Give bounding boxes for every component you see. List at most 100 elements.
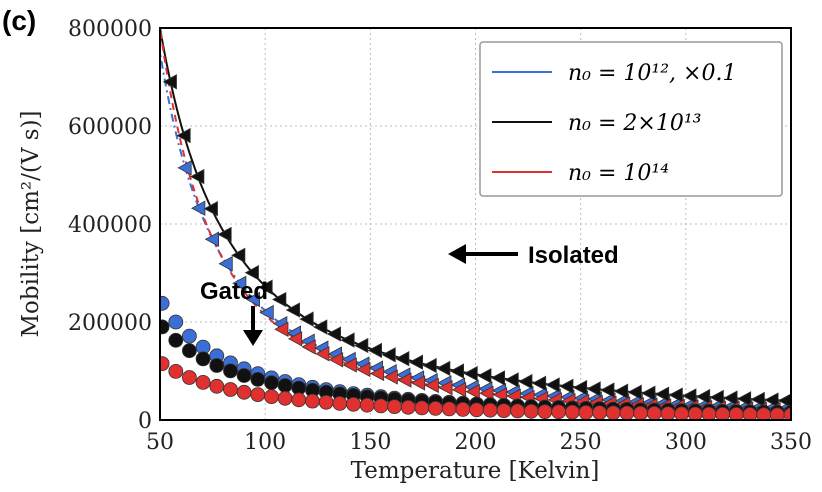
gated-point <box>359 397 375 413</box>
isolated-point <box>449 363 465 379</box>
isolated-point <box>695 388 711 405</box>
isolated-point <box>315 346 330 362</box>
isolated-point <box>504 372 519 388</box>
gated-point <box>400 399 416 415</box>
isolated-point <box>668 387 683 403</box>
gated-arrow-head <box>243 330 263 346</box>
isolated-point <box>354 337 369 354</box>
gated-point <box>209 378 225 394</box>
isolated-point <box>340 332 355 348</box>
isolated-point <box>545 377 560 393</box>
gated-point <box>209 358 225 373</box>
isolated-point <box>190 168 205 185</box>
isolated-point <box>600 382 615 398</box>
x-tick-label: 100 <box>244 430 286 455</box>
isolated-point <box>627 384 642 400</box>
gated-point <box>168 363 184 379</box>
gated-point <box>592 405 607 420</box>
legend-label-red: n₀ = 10¹⁴ <box>568 161 669 186</box>
gated-point <box>551 404 566 420</box>
isolated-point <box>764 392 779 408</box>
gated-point <box>660 406 676 420</box>
isolated-point <box>204 231 220 247</box>
isolated-arrow-head <box>448 244 466 264</box>
gated-point <box>305 393 320 409</box>
gated-point <box>236 368 252 383</box>
isolated-point <box>736 391 752 407</box>
gated-point <box>250 371 266 387</box>
y-tick-label: 400000 <box>68 213 152 238</box>
isolated-point <box>750 391 765 408</box>
panel-label: (c) <box>2 5 36 36</box>
gated-point <box>646 406 662 420</box>
data-layer <box>160 28 791 420</box>
gated-point <box>455 401 471 417</box>
gated-point <box>783 407 791 420</box>
gated-point <box>332 395 348 411</box>
isolated-point <box>709 389 724 406</box>
annotation-isolated: Isolated <box>448 242 619 269</box>
isolated-point <box>463 365 478 382</box>
gated-point <box>687 406 703 420</box>
isolated-point <box>328 352 344 368</box>
gated-point <box>250 387 266 403</box>
gated-point <box>619 405 635 420</box>
isolated-point <box>518 373 533 390</box>
isolated-point <box>259 304 274 321</box>
isolated-point <box>274 321 289 337</box>
gated-label: Gated <box>200 278 268 305</box>
tick-labels: 50 100 150 200 250 300 350 0 200000 400000 600000 8… <box>68 17 812 455</box>
isolated-point <box>285 302 301 318</box>
gated-point <box>195 374 211 390</box>
isolated-point <box>479 385 494 401</box>
gated-point <box>605 405 621 420</box>
isolated-point <box>232 275 247 291</box>
isolated-point <box>383 369 398 385</box>
isolated-point <box>272 291 287 308</box>
gated-point <box>482 402 498 418</box>
isolated-point <box>641 385 656 401</box>
x-tick-label: 50 <box>146 430 174 455</box>
isolated-point <box>438 380 453 396</box>
isolated-point <box>245 291 261 308</box>
gated-point <box>387 399 402 415</box>
y-axis-title: Mobility [cm²/(V s)] <box>18 110 44 337</box>
annotation-gated: Gated <box>200 278 268 346</box>
gated-point <box>510 403 525 419</box>
isolated-point <box>410 375 426 391</box>
isolated-point <box>422 357 437 374</box>
isolated-point <box>299 311 314 327</box>
isolated-point <box>723 390 738 406</box>
isolated-point <box>451 382 467 398</box>
isolated-point <box>654 386 670 402</box>
gated-point <box>633 405 648 420</box>
isolated-point <box>436 360 451 377</box>
isolated-point <box>395 351 410 367</box>
gated-point <box>373 398 389 414</box>
isolated-point <box>191 200 206 216</box>
isolated-point <box>218 256 233 272</box>
isolated-label: Isolated <box>528 242 619 269</box>
gated-point <box>523 403 539 419</box>
isolated-point <box>369 365 385 382</box>
gated-point <box>537 404 553 420</box>
fit-line <box>160 46 791 409</box>
gated-point <box>223 382 238 397</box>
isolated-point <box>301 339 316 355</box>
isolated-point <box>490 370 506 386</box>
x-tick-label: 150 <box>349 430 391 455</box>
gated-point <box>264 389 279 405</box>
gated-point <box>223 363 238 379</box>
legend-label-black: n₀ = 2×10¹³ <box>568 111 701 136</box>
isolated-point <box>258 279 273 295</box>
isolated-point <box>176 127 191 144</box>
isolated-point <box>287 331 303 347</box>
y-tick-label: 600000 <box>68 115 152 140</box>
gated-point <box>181 328 197 344</box>
isolated-point <box>586 381 601 397</box>
plot-frame <box>159 27 792 421</box>
isolated-point <box>682 388 697 404</box>
y-tick-label: 800000 <box>68 17 152 42</box>
x-tick-label: 300 <box>665 430 707 455</box>
isolated-point <box>313 319 328 335</box>
